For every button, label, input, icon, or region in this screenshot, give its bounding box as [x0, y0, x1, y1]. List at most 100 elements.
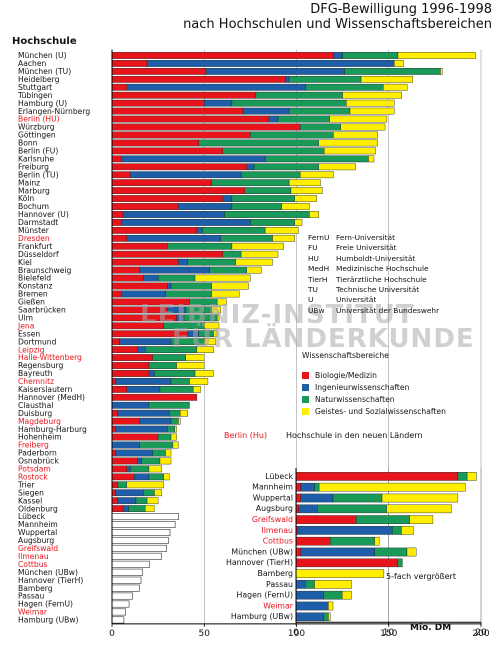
row-label: Ilmenau — [18, 552, 49, 561]
bar-segment — [126, 481, 164, 489]
bar-segment — [111, 67, 207, 75]
inset-bar-segment — [457, 472, 468, 481]
row-label: Berlin (FU) — [18, 147, 58, 156]
bar-segment — [111, 409, 118, 417]
bar-segment — [216, 314, 220, 322]
bar-segment — [240, 171, 301, 179]
column-header: Hochschule — [12, 36, 77, 47]
row-label: Weimar — [18, 608, 48, 617]
bar-segment — [111, 473, 135, 481]
bar-segment — [198, 139, 319, 147]
bar-segment — [189, 378, 209, 385]
bar-segment — [285, 75, 290, 83]
abbreviation-key: TU — [308, 285, 318, 295]
inset-row-label: Passau — [266, 580, 293, 589]
row-label: Mainz — [18, 178, 40, 187]
bar-segment — [111, 457, 139, 465]
bar-segment — [111, 226, 198, 234]
row-label: Trier — [17, 480, 35, 489]
bar-segment — [294, 195, 317, 202]
bar-segment — [209, 266, 247, 274]
inset-row-label: Ilmenau — [261, 526, 293, 535]
inset-row-label: Hamburg (UBw) — [231, 612, 293, 621]
bar-segment — [178, 258, 188, 266]
bar-segment — [111, 425, 116, 433]
bar-segment — [178, 203, 233, 210]
row-label: Regensburg — [18, 361, 63, 370]
bar-segment — [299, 171, 334, 179]
bar-segment — [121, 290, 166, 298]
bar-segment — [159, 457, 172, 465]
bar-segment — [121, 155, 266, 163]
inset-bar-segment — [295, 612, 324, 622]
small-bar-outline — [111, 521, 176, 528]
bar-segment — [159, 386, 194, 393]
bar-segment — [318, 139, 378, 147]
row-label: Heidelberg — [18, 75, 60, 84]
bar-segment — [211, 282, 249, 290]
inset-bar-segment — [386, 504, 452, 514]
bar-segment — [318, 163, 356, 171]
legend: Wissenschaftsbereiche Biologie/Medizin I… — [302, 350, 446, 418]
bar-segment — [242, 107, 290, 115]
bar-segment — [196, 226, 203, 234]
row-label: Kiel — [18, 258, 32, 267]
small-bar-outline — [111, 600, 130, 608]
bar-segment — [115, 489, 144, 497]
bar-segment — [111, 187, 246, 194]
row-label: Würzburg — [18, 123, 55, 132]
abbreviation-item: TU Technische Universität — [308, 285, 439, 295]
bar-segment — [133, 473, 150, 481]
row-label: Wuppertal — [18, 528, 57, 537]
row-label: Bayreuth — [18, 369, 53, 378]
small-bar-outline — [111, 560, 150, 568]
bar-segment — [231, 242, 284, 250]
bar-segment — [111, 234, 127, 242]
bar-segment — [126, 234, 222, 242]
row-label: Tübingen — [17, 91, 53, 100]
bar-segment — [288, 179, 321, 187]
bar-segment — [290, 187, 323, 194]
row-label: Clausthal — [18, 401, 53, 410]
row-label: Berlin (HU) — [18, 115, 60, 124]
bar-segment — [349, 107, 395, 115]
bar-segment — [111, 465, 127, 473]
inset-bar-segment — [323, 612, 329, 622]
bar-segment — [281, 203, 310, 210]
bar-segment — [323, 147, 377, 155]
bar-segment — [246, 266, 262, 274]
legend-swatch — [302, 408, 309, 415]
legend-title: Wissenschaftsbereiche — [302, 351, 389, 360]
abbreviation-text: Technische Universität — [336, 285, 420, 295]
bar-segment — [216, 298, 227, 306]
row-label: Chemnitz — [18, 377, 54, 386]
abbreviation-text: Universität — [336, 295, 377, 305]
bar-segment — [194, 274, 251, 282]
inset-bar-segment — [295, 558, 398, 568]
bar-segment — [170, 378, 190, 385]
bar-segment — [111, 171, 131, 179]
legend-item-natur: Naturwissenschaften — [302, 394, 446, 406]
bar-segment — [135, 497, 148, 505]
legend-item-geistes: Geistes- und Sozialwissenschaften — [302, 406, 446, 418]
row-label: Greifswald — [18, 544, 58, 553]
small-bar-outline — [111, 568, 144, 576]
abbreviation-key: U — [308, 295, 314, 305]
row-label: Dresden — [18, 234, 50, 243]
inset-bar-segment — [300, 493, 334, 503]
watermark-line-1: LEIBNIZ-INSTITUT — [140, 300, 415, 330]
row-label: Karlsruhe — [18, 154, 54, 163]
inset-row-label: Augsburg — [256, 504, 293, 513]
bar-segment — [145, 505, 155, 513]
bar-segment — [222, 195, 233, 202]
bar-segment — [250, 131, 334, 139]
bar-segment — [340, 123, 386, 131]
legend-label: Naturwissenschaften — [315, 395, 395, 404]
bar-segment — [146, 60, 395, 67]
bar-segment — [121, 219, 251, 226]
row-label: Mannheim — [18, 520, 58, 529]
bar-segment — [111, 219, 122, 226]
inset-bar-segment — [330, 536, 375, 546]
legend-label: Geistes- und Sozialwissenschaften — [315, 407, 446, 416]
abbreviation-key: UBw — [308, 305, 325, 315]
